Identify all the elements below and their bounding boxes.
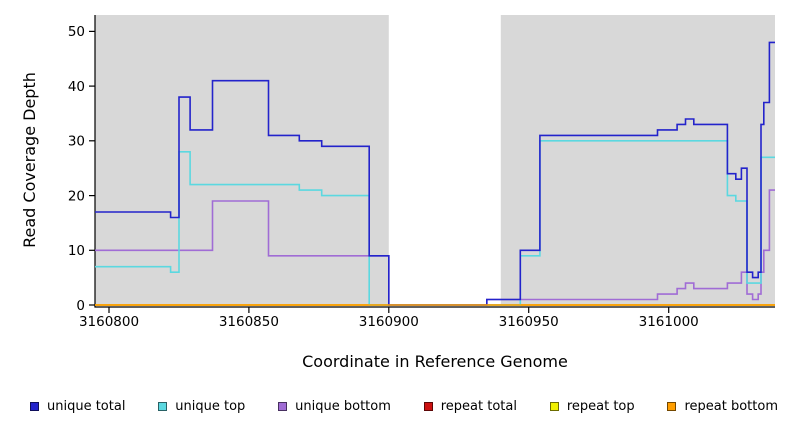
legend-label: unique bottom (295, 399, 391, 414)
legend: unique total unique top unique bottom re… (0, 399, 792, 414)
svg-text:50: 50 (68, 24, 85, 40)
legend-item-repeat-total: repeat total (423, 399, 517, 414)
legend-item-unique-top: unique top (158, 399, 245, 414)
unique-top-swatch-icon (158, 402, 168, 411)
repeat-bottom-swatch-icon (667, 402, 677, 411)
svg-text:10: 10 (68, 243, 85, 259)
legend-item-repeat-bottom: repeat bottom (667, 399, 778, 414)
repeat-total-swatch-icon (423, 402, 433, 411)
unique-bottom-swatch-icon (278, 402, 288, 411)
y-axis-title: Read Coverage Depth (20, 72, 39, 248)
legend-label: repeat bottom (684, 399, 778, 414)
svg-text:3160800: 3160800 (79, 314, 139, 330)
svg-text:3160900: 3160900 (359, 314, 419, 330)
legend-item-repeat-top: repeat top (549, 399, 635, 414)
legend-label: repeat top (566, 399, 635, 414)
legend-label: repeat total (440, 399, 517, 414)
legend-label: unique total (47, 399, 126, 414)
svg-text:3160850: 3160850 (219, 314, 279, 330)
legend-item-unique-total: unique total (30, 399, 125, 414)
svg-text:3161000: 3161000 (639, 314, 699, 330)
svg-text:0: 0 (76, 298, 85, 314)
legend-item-unique-bottom: unique bottom (278, 399, 391, 414)
x-axis-title: Coordinate in Reference Genome (302, 352, 568, 371)
svg-text:40: 40 (68, 79, 85, 95)
svg-text:3160950: 3160950 (499, 314, 559, 330)
repeat-top-swatch-icon (549, 402, 559, 411)
svg-text:20: 20 (68, 188, 85, 204)
unique-total-swatch-icon (30, 402, 39, 411)
svg-text:30: 30 (68, 134, 85, 150)
legend-label: unique top (175, 399, 246, 414)
